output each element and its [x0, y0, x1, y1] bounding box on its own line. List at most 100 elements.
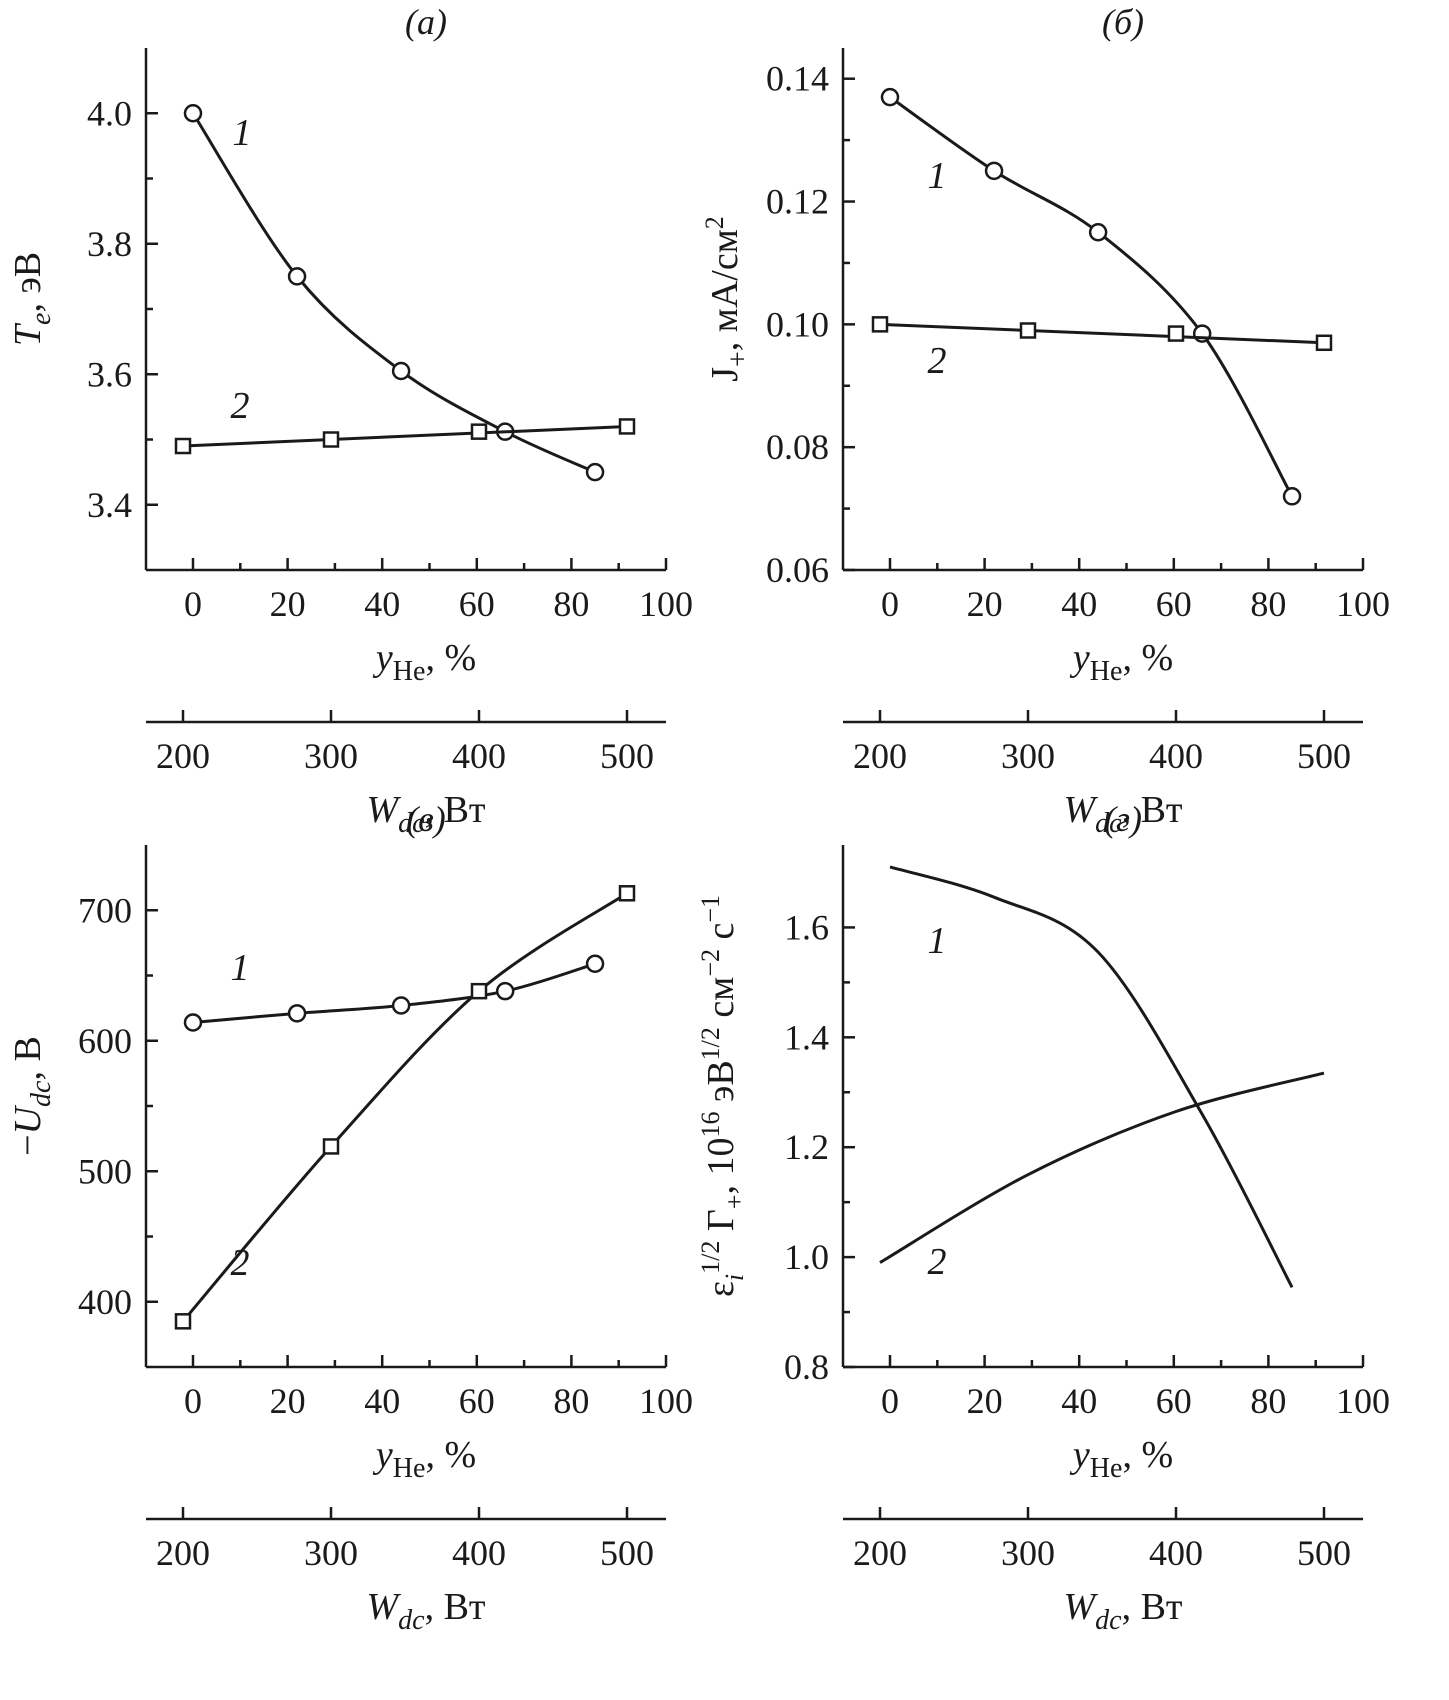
y-tick-label: 0.08	[766, 427, 829, 467]
x2-tick-label: 400	[1149, 1533, 1203, 1573]
x2-tick-label: 200	[156, 1533, 210, 1573]
x2-tick-label: 200	[853, 1533, 907, 1573]
series-1-point	[1282, 487, 1302, 506]
panel-title: (б)	[1102, 2, 1144, 42]
series-2-line	[879, 1071, 1325, 1264]
panel-title: (а)	[405, 2, 447, 42]
y-tick-label: 0.10	[766, 304, 829, 344]
x-tick-label: 40	[364, 1381, 400, 1421]
y-tick-label: 700	[78, 890, 132, 930]
x-tick-label: 0	[184, 584, 202, 624]
series-2-line	[181, 892, 628, 1323]
series-1-point	[585, 954, 605, 974]
x-tick-label: 40	[364, 584, 400, 624]
series-2-line	[879, 322, 1325, 345]
series-1-line	[191, 112, 596, 474]
series-1-label: 1	[231, 947, 250, 989]
y-tick-label: 400	[78, 1282, 132, 1322]
series-2-label: 2	[231, 385, 250, 427]
x2-tick-label: 400	[1149, 736, 1203, 776]
y-tick-label: 3.8	[87, 224, 132, 264]
series-1-label: 1	[928, 155, 947, 197]
chart-panel-3: (в) 400 500 600 700 0 20 40 60 80 100 yHe, % 200 300 4…	[7, 799, 693, 1636]
x-tick-label: 80	[1250, 1381, 1286, 1421]
x-tick-label: 100	[1336, 584, 1390, 624]
x2-tick-label: 200	[156, 736, 210, 776]
x-tick-label: 80	[1250, 584, 1286, 624]
series-1-line	[192, 962, 596, 1024]
series-2-point	[618, 885, 636, 902]
x2-tick-label: 500	[1297, 736, 1351, 776]
x-tick-label: 60	[459, 1381, 495, 1421]
chart-panel-1: (а) 3.4 3.6 3.8 4.0 0 20 40 60 80 100 yHe, % 200 300 4…	[7, 2, 693, 839]
series-2-point	[322, 1138, 340, 1155]
y-tick-label: 1.2	[784, 1127, 829, 1167]
series-1-point	[287, 1004, 307, 1023]
y-tick-label: 0.12	[766, 182, 829, 222]
x-tick-label: 20	[967, 1381, 1003, 1421]
series-1-line	[889, 95, 1294, 498]
series-2-point	[470, 423, 488, 440]
x-tick-label: 0	[881, 1381, 899, 1421]
x2-tick-label: 300	[1001, 736, 1055, 776]
series-1-point	[1088, 222, 1108, 242]
x2-axis-title: Wdc, Вт	[366, 789, 485, 839]
series-1-label: 1	[928, 920, 947, 962]
x-tick-label: 40	[1061, 584, 1097, 624]
y-axis-title: Te, эВ	[7, 252, 57, 346]
series-1-point	[287, 267, 307, 286]
x2-tick-label: 200	[853, 736, 907, 776]
x2-tick-label: 400	[452, 736, 506, 776]
x-tick-label: 20	[270, 1381, 306, 1421]
x-tick-label: 100	[639, 1381, 693, 1421]
x-tick-label: 0	[184, 1381, 202, 1421]
x-tick-label: 60	[1156, 1381, 1192, 1421]
x-axis-title: yHe, %	[372, 637, 476, 687]
y-tick-label: 600	[78, 1021, 132, 1061]
series-2-line	[182, 424, 628, 448]
y-axis-title: −Udc, В	[7, 1036, 57, 1156]
series-1-point	[495, 981, 515, 1001]
series-1-label: 1	[233, 112, 252, 154]
series-2-point	[1019, 322, 1037, 339]
x-tick-label: 20	[270, 584, 306, 624]
series-1-line	[889, 865, 1294, 1289]
panel-title: (г)	[1104, 799, 1142, 839]
x2-tick-label: 500	[1297, 1533, 1351, 1573]
x-axis-title: yHe, %	[1069, 637, 1173, 687]
series-2-label: 2	[928, 340, 947, 382]
x2-tick-label: 500	[600, 736, 654, 776]
series-1-point	[183, 104, 203, 123]
y-tick-label: 0.8	[784, 1347, 829, 1387]
series-2-point	[871, 316, 889, 333]
y-tick-label: 3.6	[87, 354, 132, 394]
x2-tick-label: 300	[1001, 1533, 1055, 1573]
y-tick-label: 1.6	[784, 907, 829, 947]
x2-tick-label: 400	[452, 1533, 506, 1573]
y-tick-label: 500	[78, 1151, 132, 1191]
series-1-point	[391, 996, 411, 1015]
series-1-point	[183, 1013, 203, 1032]
x-tick-label: 100	[1336, 1381, 1390, 1421]
x2-axis-title: Wdc, Вт	[1063, 789, 1182, 839]
x2-tick-label: 300	[304, 1533, 358, 1573]
x-tick-label: 60	[459, 584, 495, 624]
x2-tick-label: 300	[304, 736, 358, 776]
x-tick-label: 80	[553, 1381, 589, 1421]
y-tick-label: 4.0	[87, 93, 132, 133]
series-2-point	[470, 982, 488, 1000]
chart-panel-4: (г) 0.8 1.0 1.2 1.4 1.6 0 20 40 60 80 100 yHe, % 200 3…	[696, 799, 1390, 1636]
y-axis-title: εi1/2 Γ+, 1016 эВ1/2 см−2 с−1	[696, 895, 749, 1297]
series-1-point	[585, 462, 605, 482]
x-tick-label: 100	[639, 584, 693, 624]
series-2-point	[1315, 334, 1333, 352]
x-tick-label: 60	[1156, 584, 1192, 624]
series-1-point	[391, 361, 411, 381]
series-2-label: 2	[928, 1241, 947, 1283]
y-tick-label: 1.4	[784, 1017, 829, 1057]
series-2-point	[174, 437, 192, 455]
series-1-point	[880, 87, 900, 107]
series-2-point	[1167, 325, 1185, 342]
x-tick-label: 20	[967, 584, 1003, 624]
